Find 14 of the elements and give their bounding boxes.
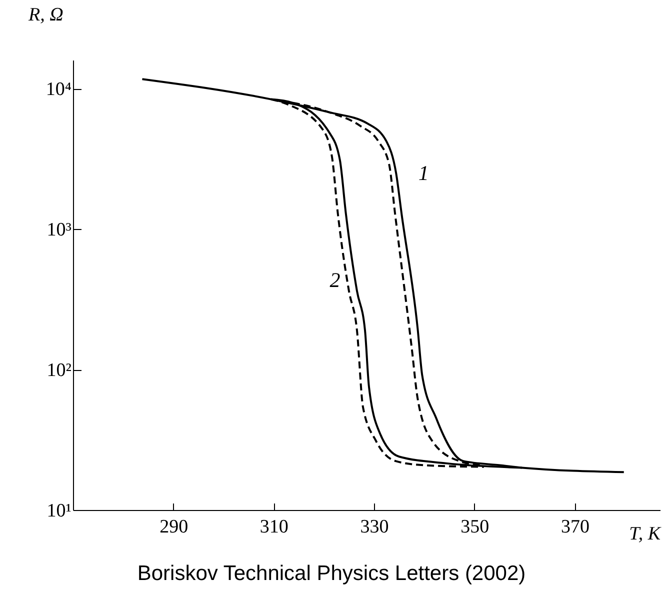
x-axis-title: T, K [629, 524, 662, 544]
y-tick-label: 10² [46, 360, 72, 382]
x-tick-label: 370 [560, 516, 590, 538]
x-tick-label: 330 [360, 516, 389, 538]
series-label: 2 [330, 268, 341, 292]
y-tick-label: 10⁴ [46, 79, 72, 100]
text: Boriskov Technical Physics Letters (2002) [137, 562, 526, 585]
y-axis-title: R, Ω [28, 4, 64, 26]
x-tick-label: 310 [260, 516, 288, 538]
x-tick-label: 350 [460, 516, 490, 538]
y-tick-label: 10¹ [46, 500, 72, 522]
y-tick-label: 10³ [46, 220, 72, 241]
x-tick-label: 290 [160, 516, 188, 538]
series-label: 1 [418, 161, 429, 186]
